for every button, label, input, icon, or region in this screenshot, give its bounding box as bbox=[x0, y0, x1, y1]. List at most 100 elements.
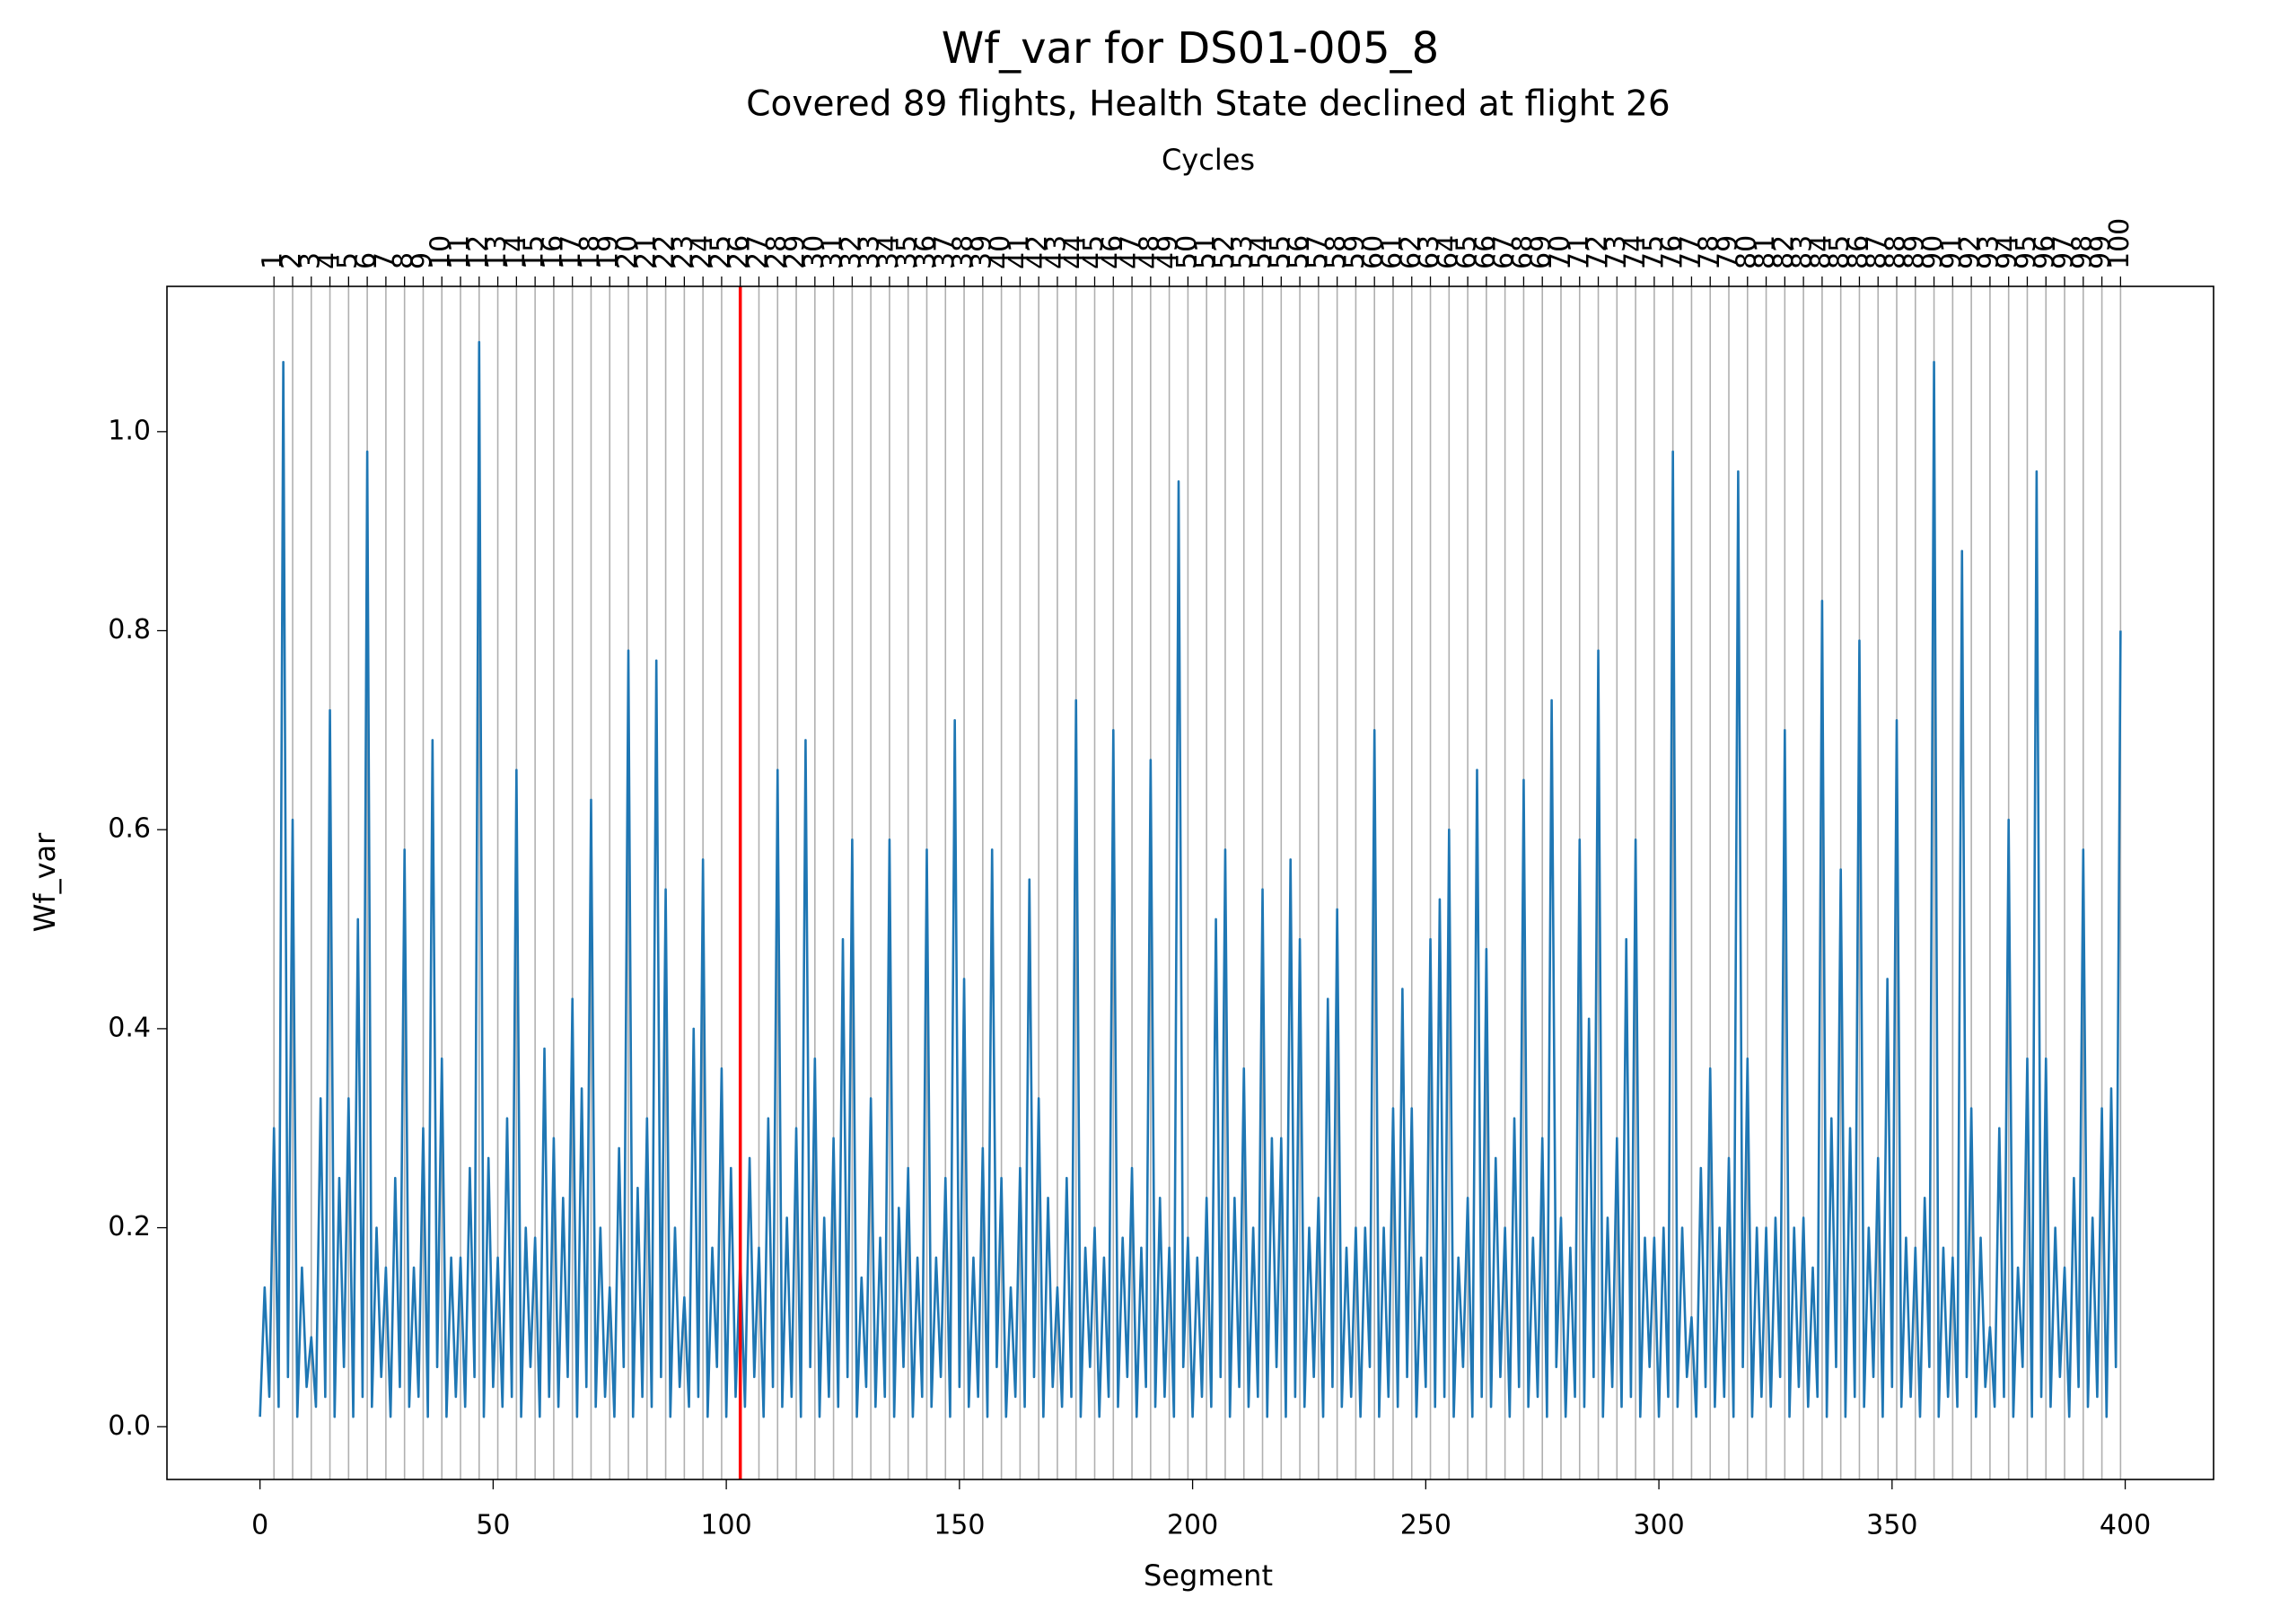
x2-tick-label: 3 bbox=[294, 252, 326, 269]
x2-axis-label: Cycles bbox=[1162, 143, 1255, 177]
x2-tick-label: 13 bbox=[481, 235, 513, 269]
x2-tick-label: 73 bbox=[1600, 235, 1632, 269]
x2-tick-label: 69 bbox=[1526, 235, 1557, 269]
x2-tick-label: 48 bbox=[1134, 235, 1165, 269]
x2-tick-label: 67 bbox=[1488, 235, 1520, 269]
chart-title: Wf_var for DS01-005_8 bbox=[942, 23, 1439, 74]
x2-tick-label: 33 bbox=[855, 235, 886, 269]
x2-tick-label: 64 bbox=[1433, 235, 1464, 269]
x2-tick-label: 62 bbox=[1395, 235, 1426, 269]
x2-tick-label: 38 bbox=[948, 235, 979, 269]
y-tick-label: 0.8 bbox=[108, 614, 151, 645]
x2-tick-label: 58 bbox=[1320, 235, 1352, 269]
x2-tick-label: 96 bbox=[2030, 235, 2061, 269]
x2-tick-label: 86 bbox=[1843, 235, 1874, 269]
x2-tick-label: 59 bbox=[1339, 235, 1371, 269]
x2-tick-label: 65 bbox=[1451, 235, 1483, 269]
x2-tick-label: 100 bbox=[2104, 218, 2135, 269]
x2-tick-label: 47 bbox=[1116, 235, 1147, 269]
x2-tick-label: 32 bbox=[836, 235, 867, 269]
x2-tick-label: 93 bbox=[1973, 235, 2004, 269]
x2-tick-label: 78 bbox=[1694, 235, 1725, 269]
x2-tick-label: 20 bbox=[612, 235, 644, 269]
x2-tick-label: 4 bbox=[313, 252, 345, 269]
x2-tick-label: 6 bbox=[351, 252, 382, 269]
x2-tick-label: 9 bbox=[407, 252, 438, 269]
x2-tick-label: 92 bbox=[1955, 235, 1986, 269]
x2-tick-label: 97 bbox=[2048, 235, 2080, 269]
x2-tick-label: 53 bbox=[1227, 235, 1258, 269]
x2-tick-label: 89 bbox=[1899, 235, 1930, 269]
x2-tick-label: 19 bbox=[593, 235, 625, 269]
y-tick-label: 0.0 bbox=[108, 1410, 151, 1442]
x2-tick-label: 77 bbox=[1675, 235, 1706, 269]
x2-tick-label: 26 bbox=[723, 235, 755, 269]
x2-tick-label: 23 bbox=[668, 235, 699, 269]
y-tick-label: 0.2 bbox=[108, 1211, 151, 1242]
x2-tick-label: 1 bbox=[258, 252, 289, 269]
y-tick-label: 0.4 bbox=[108, 1012, 151, 1043]
x2-tick-label: 7 bbox=[369, 252, 400, 269]
plot-frame bbox=[166, 285, 2214, 1480]
x-tick-label: 350 bbox=[1866, 1510, 1917, 1541]
x2-tick-label: 90 bbox=[1917, 235, 1949, 269]
y-tick-label: 1.0 bbox=[108, 415, 151, 446]
x2-tick-label: 24 bbox=[687, 235, 718, 269]
x2-tick-label: 83 bbox=[1787, 235, 1819, 269]
x2-tick-label: 51 bbox=[1190, 235, 1222, 269]
x2-tick-label: 66 bbox=[1469, 235, 1501, 269]
x2-tick-label: 68 bbox=[1507, 235, 1539, 269]
x2-tick-label: 41 bbox=[1004, 235, 1035, 269]
y-axis-label: Wf_var bbox=[28, 832, 62, 932]
x2-tick-label: 82 bbox=[1768, 235, 1800, 269]
x2-tick-label: 18 bbox=[574, 235, 606, 269]
x2-tick-label: 28 bbox=[761, 235, 793, 269]
x2-tick-label: 46 bbox=[1097, 235, 1128, 269]
x2-tick-label: 88 bbox=[1881, 235, 1912, 269]
x-tick-label: 250 bbox=[1400, 1510, 1451, 1541]
x2-tick-label: 95 bbox=[2011, 235, 2042, 269]
x2-tick-label: 8 bbox=[388, 252, 419, 269]
y-tick-label: 0.6 bbox=[108, 813, 151, 845]
x2-tick-label: 17 bbox=[556, 235, 587, 269]
x2-tick-label: 84 bbox=[1805, 235, 1837, 269]
x2-tick-label: 42 bbox=[1022, 235, 1054, 269]
x2-tick-label: 34 bbox=[873, 235, 904, 269]
chart-subtitle: Covered 89 flights, Health State decline… bbox=[746, 84, 1670, 125]
x2-tick-label: 43 bbox=[1040, 235, 1072, 269]
x2-tick-label: 39 bbox=[966, 235, 997, 269]
x-tick-label: 200 bbox=[1167, 1510, 1218, 1541]
x2-tick-label: 87 bbox=[1862, 235, 1893, 269]
x2-tick-label: 57 bbox=[1302, 235, 1333, 269]
x2-tick-label: 56 bbox=[1284, 235, 1315, 269]
x2-tick-label: 37 bbox=[929, 235, 960, 269]
x2-tick-label: 55 bbox=[1265, 235, 1296, 269]
x2-tick-label: 71 bbox=[1563, 235, 1594, 269]
x2-tick-label: 29 bbox=[780, 235, 811, 269]
x2-tick-label: 63 bbox=[1414, 235, 1445, 269]
x2-tick-label: 22 bbox=[649, 235, 680, 269]
x2-tick-label: 36 bbox=[910, 235, 942, 269]
x2-tick-label: 44 bbox=[1059, 235, 1091, 269]
x2-tick-label: 99 bbox=[2085, 235, 2117, 269]
x2-tick-label: 61 bbox=[1376, 235, 1407, 269]
x2-tick-label: 72 bbox=[1582, 235, 1613, 269]
x2-tick-label: 85 bbox=[1824, 235, 1855, 269]
x2-tick-label: 81 bbox=[1749, 235, 1781, 269]
x-axis-label: Segment bbox=[1144, 1558, 1273, 1593]
x2-tick-label: 14 bbox=[500, 235, 531, 269]
x-tick-label: 0 bbox=[251, 1510, 268, 1541]
x2-tick-label: 27 bbox=[742, 235, 774, 269]
x2-tick-label: 10 bbox=[425, 235, 457, 269]
x2-tick-label: 79 bbox=[1713, 235, 1744, 269]
x2-tick-label: 52 bbox=[1208, 235, 1240, 269]
x2-tick-label: 94 bbox=[1992, 235, 2023, 269]
data-line bbox=[259, 340, 2122, 1418]
x2-tick-label: 21 bbox=[630, 235, 662, 269]
x-tick-label: 400 bbox=[2100, 1510, 2151, 1541]
x2-tick-label: 30 bbox=[798, 235, 829, 269]
x2-tick-label: 45 bbox=[1078, 235, 1109, 269]
x2-tick-label: 74 bbox=[1619, 235, 1651, 269]
x-tick-label: 150 bbox=[934, 1510, 985, 1541]
